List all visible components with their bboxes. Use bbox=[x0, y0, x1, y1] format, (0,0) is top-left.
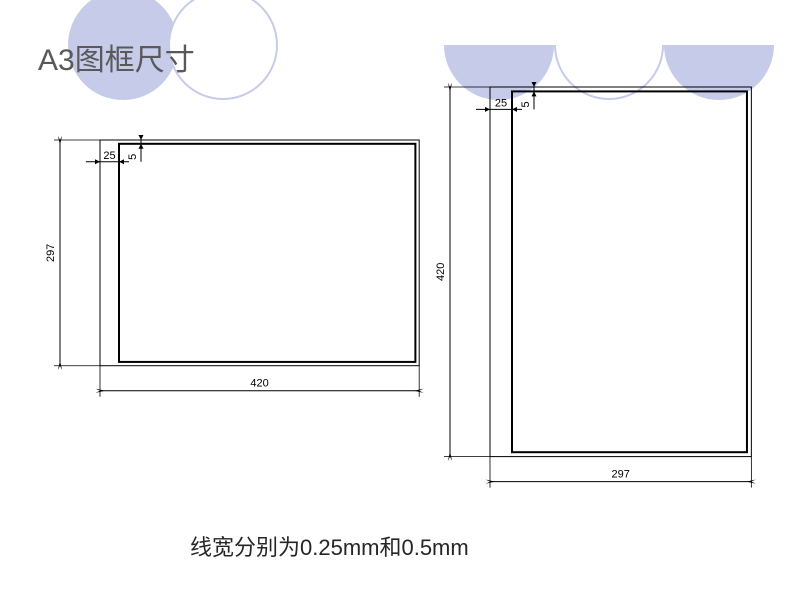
landscape-frame-svg: 297 420 25 5 bbox=[40, 135, 429, 431]
svg-text:420: 420 bbox=[250, 378, 268, 390]
svg-text:297: 297 bbox=[45, 244, 57, 262]
line-width-caption: 线宽分别为0.25mm和0.5mm bbox=[190, 530, 469, 562]
svg-text:297: 297 bbox=[612, 469, 630, 481]
svg-text:5: 5 bbox=[127, 154, 139, 160]
a3-portrait-diagram: 420 297 25 5 bbox=[430, 82, 761, 527]
svg-text:25: 25 bbox=[103, 150, 115, 162]
a3-landscape-diagram: 297 420 25 5 bbox=[40, 135, 429, 436]
svg-text:420: 420 bbox=[435, 263, 447, 281]
portrait-frame-svg: 420 297 25 5 bbox=[430, 82, 761, 522]
svg-text:25: 25 bbox=[495, 97, 507, 109]
page-title: A3图框尺寸 bbox=[38, 35, 195, 79]
svg-text:5: 5 bbox=[520, 101, 532, 107]
